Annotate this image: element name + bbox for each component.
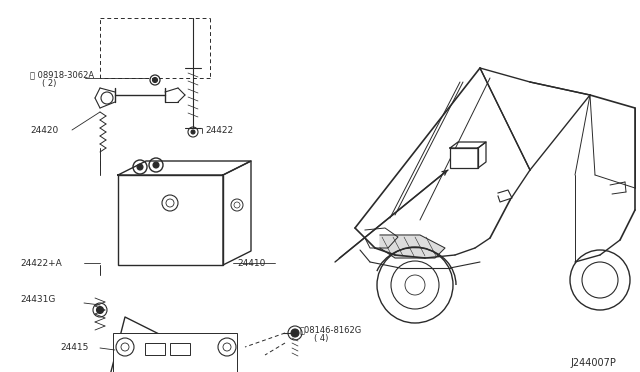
Text: 24422+A: 24422+A (20, 259, 61, 267)
Bar (113, 333, 237, 372)
Text: ⒲08146-8162G: ⒲08146-8162G (300, 326, 362, 334)
Text: J244007P: J244007P (570, 358, 616, 368)
Bar (170, 343, 190, 355)
Text: 24431G: 24431G (20, 295, 56, 305)
Text: ( 2): ( 2) (42, 78, 56, 87)
Circle shape (97, 307, 104, 314)
Circle shape (152, 77, 157, 83)
Circle shape (153, 162, 159, 168)
Bar (118, 175, 223, 265)
Text: 24420: 24420 (30, 125, 58, 135)
Text: ⓓ 08918-3062A: ⓓ 08918-3062A (30, 71, 94, 80)
Bar (450, 148, 478, 168)
Text: 24415: 24415 (60, 343, 88, 353)
Bar (145, 343, 165, 355)
Text: 24410: 24410 (237, 259, 266, 267)
Text: 24422: 24422 (205, 125, 233, 135)
Circle shape (137, 164, 143, 170)
Text: ( 4): ( 4) (314, 334, 328, 343)
Polygon shape (380, 235, 445, 258)
Circle shape (291, 329, 299, 337)
Circle shape (191, 130, 195, 134)
